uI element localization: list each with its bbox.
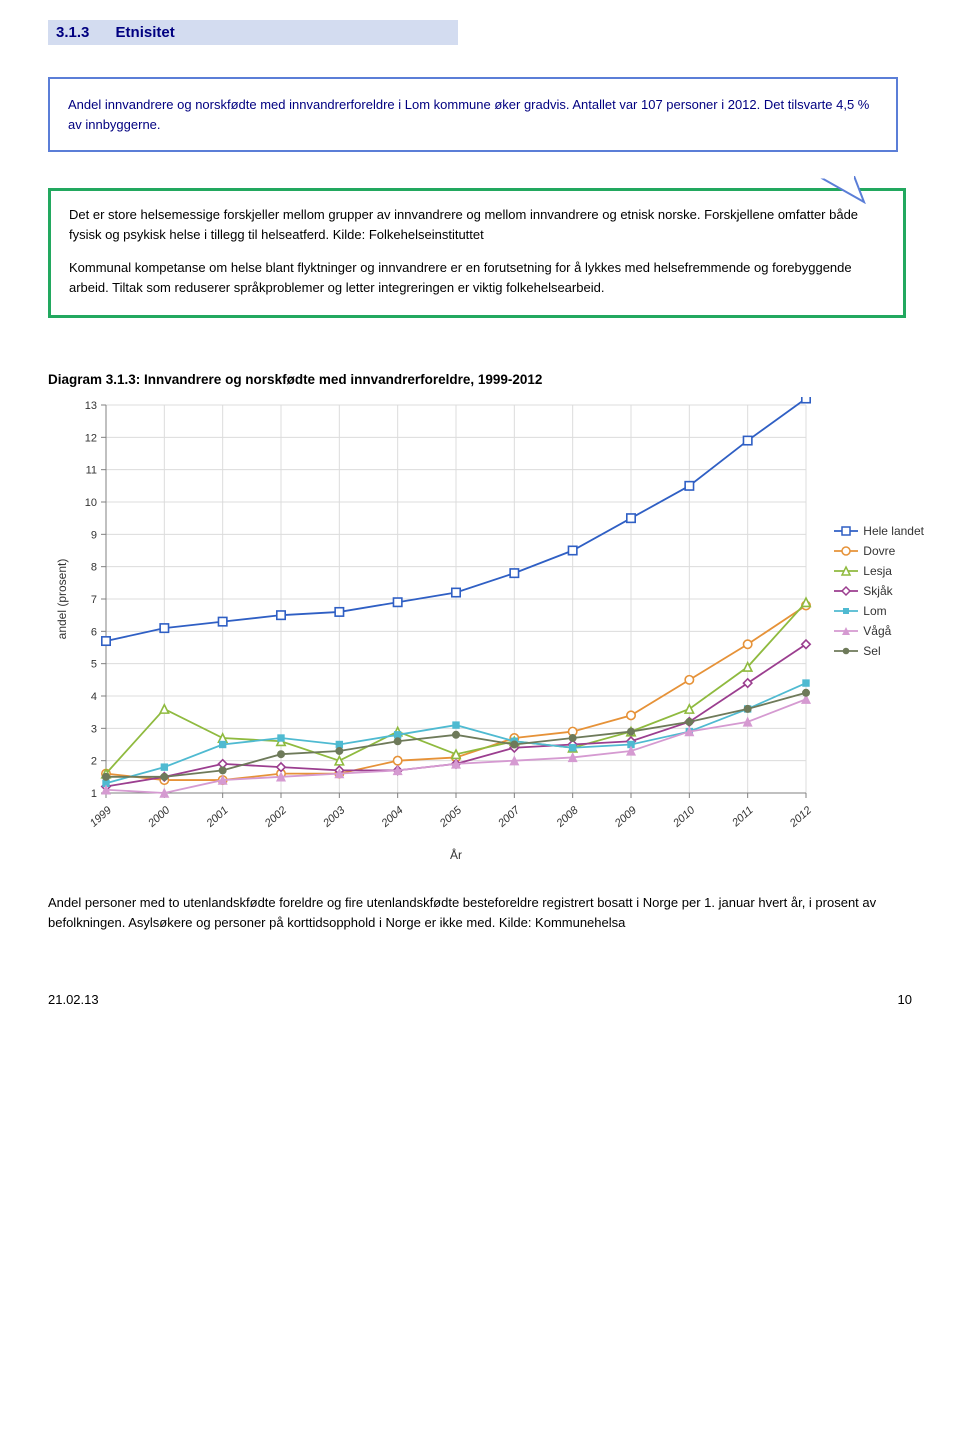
svg-text:5: 5 bbox=[91, 659, 97, 671]
footer-page: 10 bbox=[898, 992, 912, 1007]
svg-text:6: 6 bbox=[91, 626, 97, 638]
legend-label: Lom bbox=[863, 604, 886, 618]
svg-text:År: År bbox=[450, 847, 462, 862]
svg-text:11: 11 bbox=[86, 465, 97, 477]
chart-caption: Andel personer med to utenlandskfødte fo… bbox=[48, 893, 898, 932]
svg-text:2005: 2005 bbox=[437, 804, 465, 831]
svg-text:7: 7 bbox=[91, 594, 97, 606]
legend-label: Hele landet bbox=[863, 524, 924, 538]
footer-date: 21.02.13 bbox=[48, 992, 99, 1007]
legend-label: Vågå bbox=[863, 624, 891, 638]
svg-text:2009: 2009 bbox=[612, 804, 639, 830]
line-chart: 1234567891011121319992000200120022003200… bbox=[48, 397, 924, 865]
legend-item: Vågå bbox=[834, 621, 924, 641]
svg-text:2004: 2004 bbox=[379, 804, 406, 830]
legend-item: Sel bbox=[834, 641, 924, 661]
legend-label: Skjåk bbox=[863, 584, 892, 598]
svg-text:8: 8 bbox=[91, 562, 97, 574]
callout-info-p1: Det er store helsemessige forskjeller me… bbox=[69, 205, 885, 244]
legend-item: Dovre bbox=[834, 541, 924, 561]
svg-text:2001: 2001 bbox=[204, 804, 231, 830]
svg-text:2008: 2008 bbox=[554, 804, 582, 831]
section-number: 3.1.3 bbox=[56, 24, 89, 41]
svg-text:2012: 2012 bbox=[787, 804, 814, 830]
legend-item: Lom bbox=[834, 601, 924, 621]
page-footer: 21.02.13 10 bbox=[48, 992, 912, 1007]
svg-text:13: 13 bbox=[85, 400, 97, 412]
svg-text:4: 4 bbox=[91, 691, 97, 703]
svg-text:2003: 2003 bbox=[320, 804, 348, 831]
section-title: Etnisitet bbox=[116, 24, 175, 41]
callout-summary: Andel innvandrere og norskfødte med innv… bbox=[48, 77, 898, 152]
callout-info-p2: Kommunal kompetanse om helse blant flykt… bbox=[69, 258, 885, 297]
legend-label: Lesja bbox=[863, 564, 892, 578]
svg-text:2007: 2007 bbox=[495, 804, 523, 831]
svg-text:2010: 2010 bbox=[670, 804, 698, 831]
legend-item: Lesja bbox=[834, 561, 924, 581]
legend-item: Skjåk bbox=[834, 581, 924, 601]
callout-summary-text: Andel innvandrere og norskfødte med innv… bbox=[68, 97, 869, 132]
svg-text:2011: 2011 bbox=[729, 804, 755, 829]
svg-text:9: 9 bbox=[91, 529, 97, 541]
svg-text:3: 3 bbox=[91, 723, 97, 735]
svg-text:2: 2 bbox=[91, 756, 97, 768]
svg-text:andel (prosent): andel (prosent) bbox=[55, 559, 69, 640]
svg-text:1: 1 bbox=[91, 788, 97, 800]
diagram-title: Diagram 3.1.3: Innvandrere og norskfødte… bbox=[48, 372, 912, 387]
svg-text:1999: 1999 bbox=[88, 804, 114, 829]
svg-text:12: 12 bbox=[85, 432, 97, 444]
svg-text:2000: 2000 bbox=[145, 804, 173, 831]
callout-info: Det er store helsemessige forskjeller me… bbox=[48, 188, 906, 318]
legend-item: Hele landet bbox=[834, 521, 924, 541]
chart-legend: Hele landet Dovre Lesja Skjåk Lom Vågå Sel bbox=[834, 521, 924, 661]
svg-text:2002: 2002 bbox=[262, 804, 289, 830]
section-heading: 3.1.3 Etnisitet bbox=[48, 20, 458, 45]
legend-label: Dovre bbox=[863, 544, 895, 558]
chart-svg: 1234567891011121319992000200120022003200… bbox=[48, 397, 924, 865]
svg-text:10: 10 bbox=[85, 497, 97, 509]
legend-label: Sel bbox=[863, 644, 880, 658]
